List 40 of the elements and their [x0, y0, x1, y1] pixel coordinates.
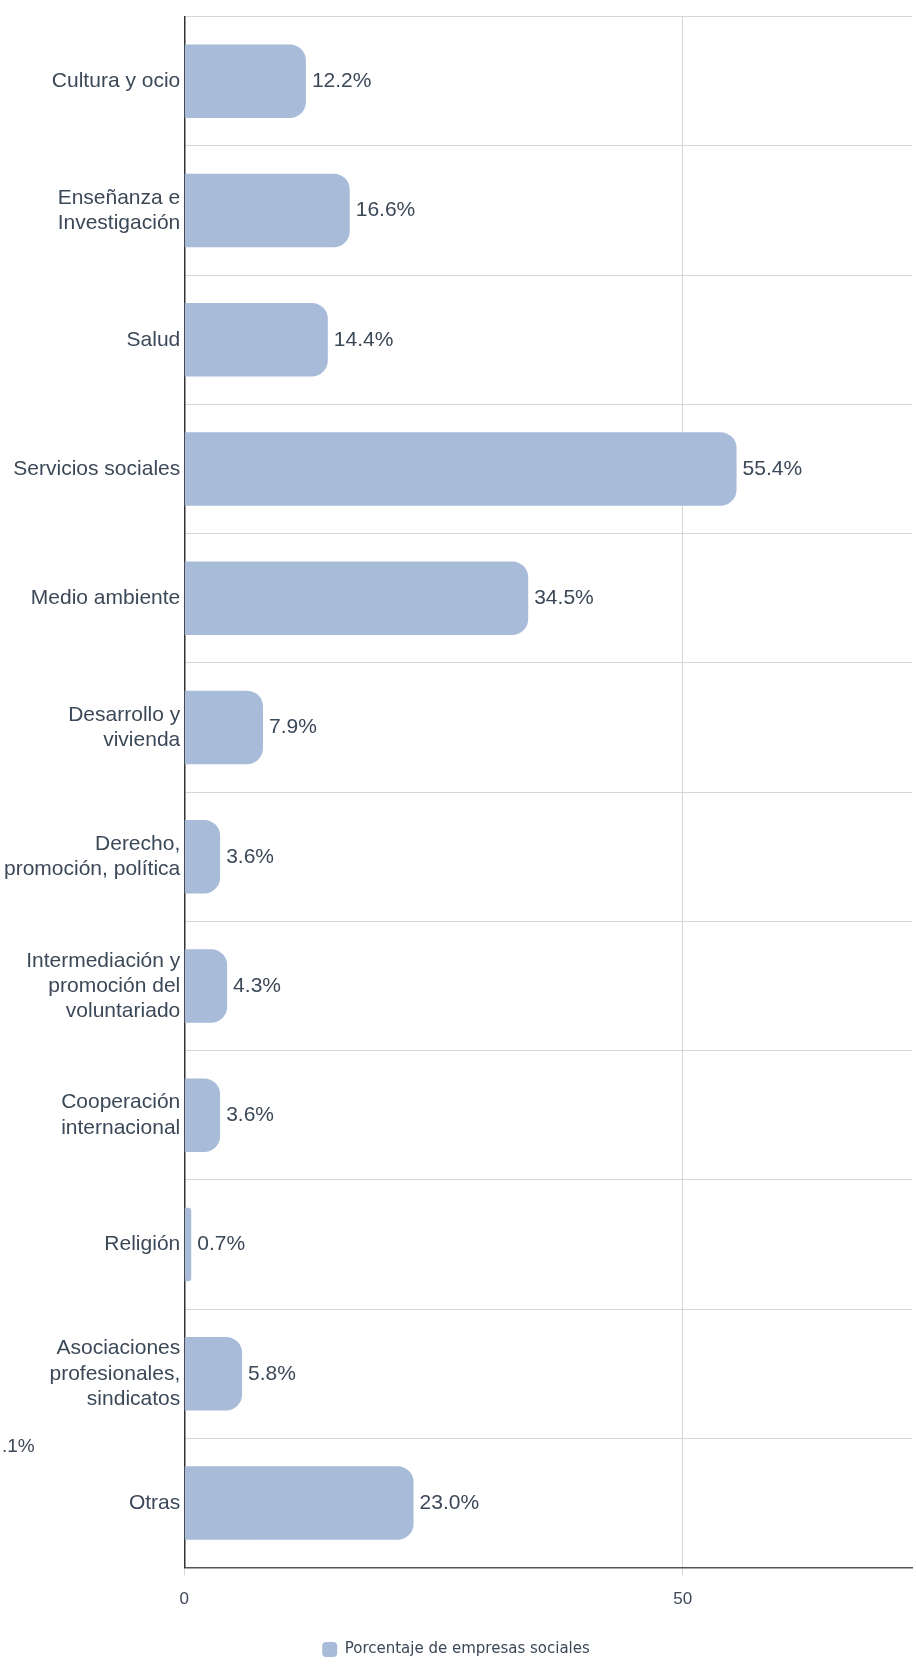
bar [184, 561, 529, 636]
bar [184, 302, 328, 377]
text: .1% [2, 1435, 35, 1457]
text: 16.6% [355, 197, 416, 221]
bar [184, 949, 228, 1023]
y-tick-label: Medio ambiente [30, 585, 181, 609]
legend-label: Porcentaje de empresas sociales [344, 1639, 590, 1658]
text: 7.9% [269, 714, 317, 738]
y-tick-label: Salud [126, 326, 181, 350]
y-tick-label: Derecho, promoción, política [3, 830, 181, 880]
y-tick-label: Cooperación internacional [61, 1089, 181, 1138]
bar [184, 819, 221, 894]
x-tick-label: 50 [673, 1589, 693, 1609]
y-tick-label: Enseñanza e Investigación [57, 184, 181, 233]
y-tick-label: Intermediación y promoción del voluntariado [26, 947, 181, 1021]
text: 12.2% [311, 68, 372, 92]
x-tick-label: 0 [179, 1589, 189, 1609]
y-tick-label: Asociaciones profesionales, sindicatos [49, 1335, 181, 1409]
text: 4.3% [233, 972, 281, 996]
text: 34.5% [534, 585, 594, 609]
y-tick-label: Cultura y ocio [51, 68, 181, 92]
text: 14.4% [333, 326, 394, 350]
text: 3.6% [226, 843, 275, 867]
y-tick-label: Religión [104, 1231, 181, 1255]
text: 23.0% [419, 1489, 480, 1513]
y-tick-label: Servicios sociales [13, 455, 181, 479]
bar [184, 1207, 192, 1282]
bar [184, 690, 264, 765]
text: 5.8% [248, 1360, 296, 1384]
bar [184, 173, 350, 248]
bar [184, 1336, 243, 1411]
text: 3.6% [226, 1102, 275, 1126]
y-tick-label: Otras [128, 1489, 181, 1513]
text: 55.4% [742, 455, 803, 479]
text: 0.7% [197, 1231, 246, 1255]
bar [184, 432, 737, 506]
bar [184, 1466, 414, 1540]
bar [184, 44, 306, 119]
bar [184, 1078, 221, 1153]
y-tick-label: Desarrollo y vivienda [68, 701, 181, 750]
